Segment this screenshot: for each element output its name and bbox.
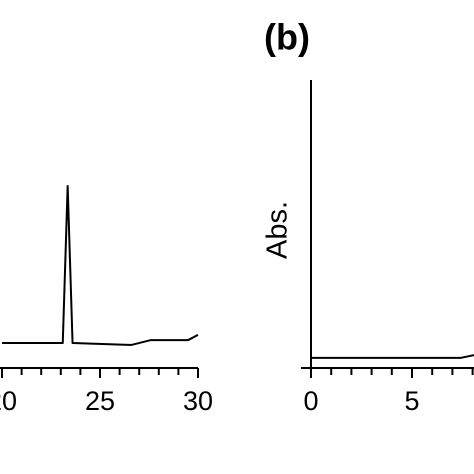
y-axis-label: Abs.	[262, 201, 294, 259]
x-tick-label: 30	[183, 386, 213, 416]
data-line	[2, 184, 199, 346]
chart-title: (b)	[264, 17, 310, 58]
data-line	[311, 354, 474, 359]
x-tick-label: 0	[303, 386, 318, 416]
x-tick-label: 20	[0, 386, 17, 416]
x-tick-label: 5	[404, 386, 419, 416]
x-tick-label: 25	[85, 386, 115, 416]
